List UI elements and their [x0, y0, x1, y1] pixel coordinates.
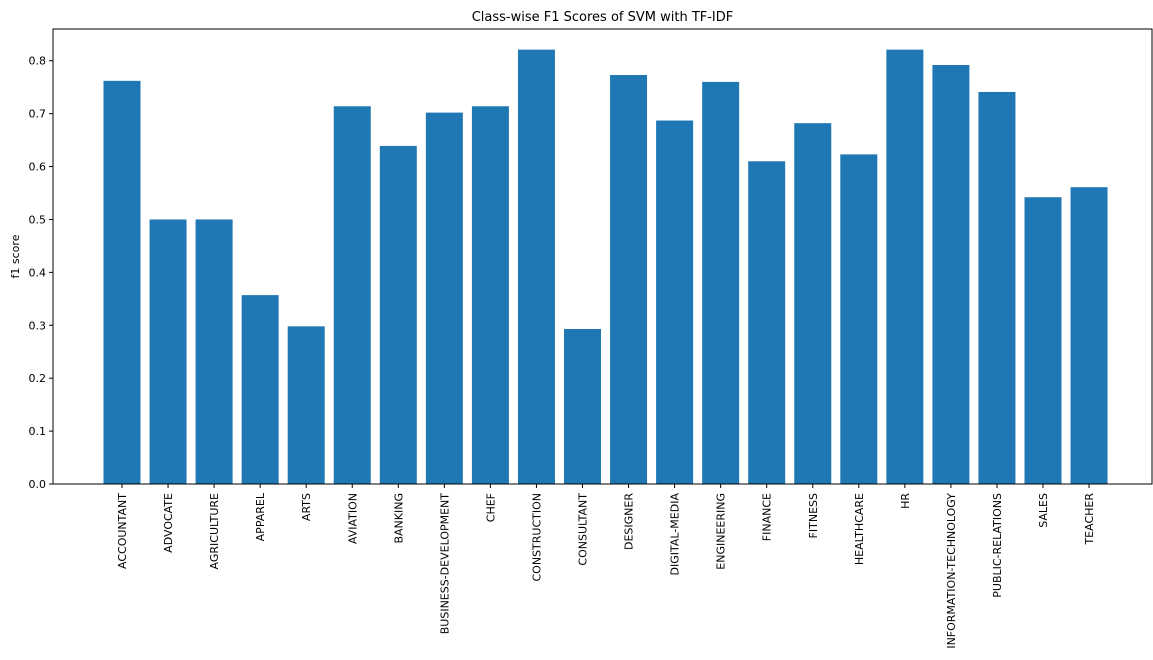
y-tick-label: 0.2 [29, 372, 47, 385]
x-tick-label: SALES [1037, 493, 1050, 528]
x-tick-label: DESIGNER [623, 493, 636, 550]
bar-business-development [425, 112, 463, 485]
x-tick-label: CONSTRUCTION [530, 493, 543, 582]
bar-public-relations [978, 91, 1016, 485]
x-tick-label: INFORMATION-TECHNOLOGY [945, 493, 958, 649]
x-tick-label: BUSINESS-DEVELOPMENT [438, 493, 451, 635]
bar-fitness [794, 123, 832, 485]
y-tick-label: 0.7 [29, 108, 47, 121]
y-tick-label: 0.1 [29, 425, 47, 438]
bar-teacher [1070, 187, 1108, 484]
y-tick-label: 0.4 [29, 266, 47, 279]
bar-accountant [103, 80, 141, 484]
bar-information-technology [932, 64, 970, 484]
y-axis-label: f1 score [9, 234, 22, 278]
x-axis-ticks: ACCOUNTANT ADVOCATE AGRICULTURE APPAREL ARTS… [116, 484, 1096, 649]
bar-chef [471, 106, 509, 484]
bar-hr [886, 49, 924, 484]
bar-digital-media [656, 120, 694, 485]
x-tick-label: FINANCE [761, 493, 774, 541]
bar-sales [1024, 197, 1062, 484]
x-tick-label: ENGINEERING [715, 493, 728, 570]
bar-apparel [241, 295, 279, 484]
bar-construction [517, 49, 555, 484]
bar-advocate [149, 219, 187, 484]
bar-aviation [333, 106, 371, 484]
bars-group [103, 49, 1108, 485]
bar-designer [610, 75, 648, 485]
bar-finance [748, 161, 786, 484]
x-tick-label: CONSULTANT [577, 493, 590, 566]
y-tick-label: 0.5 [29, 213, 47, 226]
y-tick-label: 0.3 [29, 319, 47, 332]
bar-consultant [564, 328, 601, 484]
x-tick-label: APPAREL [254, 492, 267, 541]
y-axis-ticks: 0.0 0.1 0.2 0.3 0.4 0.5 0.6 0.7 0.8 [29, 55, 53, 491]
y-tick-label: 0.8 [29, 55, 47, 68]
x-tick-label: ADVOCATE [162, 493, 175, 553]
bar-agriculture [195, 219, 233, 484]
plot-frame [52, 28, 1153, 485]
y-tick-label: 0.6 [29, 161, 47, 174]
x-tick-label: BANKING [392, 493, 405, 544]
x-tick-label: HR [899, 493, 912, 509]
chart-title: Class-wise F1 Scores of SVM with TF-IDF [472, 10, 734, 25]
x-tick-label: AVIATION [346, 493, 359, 544]
x-tick-label: ARTS [300, 493, 313, 521]
bar-arts [287, 326, 325, 484]
bar-banking [379, 145, 417, 484]
x-tick-label: CHEF [484, 493, 497, 522]
x-tick-label: PUBLIC-RELATIONS [991, 493, 1004, 598]
x-tick-label: FITNESS [807, 493, 820, 538]
bar-healthcare [840, 154, 878, 485]
x-tick-label: ACCOUNTANT [116, 493, 129, 569]
x-tick-label: HEALTHCARE [853, 493, 866, 565]
x-tick-label: DIGITAL-MEDIA [669, 493, 682, 576]
y-tick-label: 0.0 [29, 478, 47, 491]
x-tick-label: AGRICULTURE [208, 493, 221, 570]
x-tick-label: TEACHER [1083, 493, 1096, 546]
bar-engineering [702, 81, 740, 484]
